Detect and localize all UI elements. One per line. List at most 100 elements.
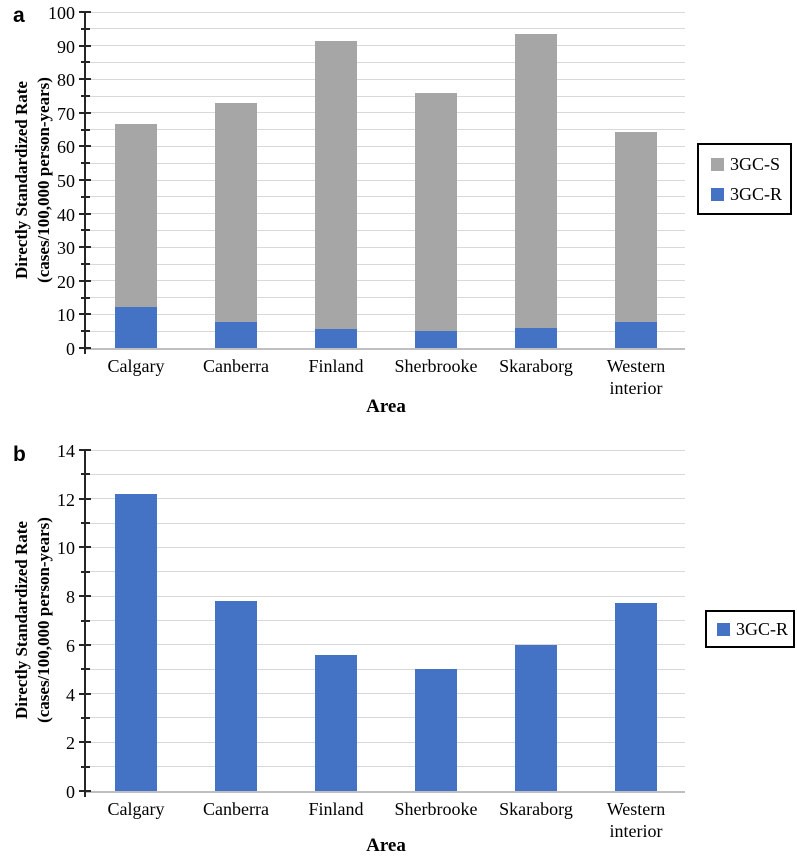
y-axis-tick [79,643,91,646]
y-tick-label: 90 [57,36,75,57]
y-axis-tick [79,11,91,13]
gridline [85,45,685,47]
x-tick-label: Calgary [107,799,165,819]
x-tick-label: Finland [308,799,364,819]
y-tick-label: 6 [66,635,75,656]
y-tick-label: 10 [57,538,75,559]
y-tick-label: 8 [66,587,75,608]
x-tick-label: Sherbrooke [394,799,478,819]
gridline [85,213,685,215]
y-axis-tick [80,229,90,232]
y-tick-label: 0 [66,339,75,359]
y-axis-tick [80,473,90,476]
legend-b: 3GC-R [705,610,795,648]
bar-3gc-s-canberra [215,103,257,322]
plot-area-a: Calgary Canberra Finland Sherbrooke Skarabor… [48,3,685,398]
x-tick-label: Finland [308,356,364,376]
gridline [85,95,685,97]
gridline [85,297,685,299]
y-axis-tick [79,313,91,316]
x-axis-title-b: Area [366,835,406,856]
gridline [85,620,685,621]
y-tick-label: 20 [57,271,75,292]
gridline [85,11,685,13]
bar-3gc-r-skaraborg [515,644,557,791]
bar-3gc-s-sherbrooke [415,93,457,332]
gridline [85,473,685,475]
gridline [85,229,685,231]
legend-item-3gc-s: 3GC-S [711,155,790,173]
y-axis-tick [80,27,90,30]
y-axis-tick [80,162,90,165]
bar-3gc-r-canberra [215,321,257,348]
y-tick-label: 10 [57,305,75,326]
gridline [85,78,685,80]
y-axis-tick [79,347,91,349]
legend-swatch-3gc-s [711,157,724,171]
gridline [85,28,685,30]
y-axis-tick [79,497,91,500]
y-axis-tick [79,44,91,47]
y-tick-label: 80 [57,70,75,91]
gridline [85,498,685,500]
legend-label-3gc-r: 3GC-R [730,184,783,204]
x-tick-label: Canberra [203,799,269,819]
bar-3gc-r-finland [315,329,357,348]
y-axis-tick [79,78,91,81]
y-tick-label: 14 [57,441,75,461]
y-axis-tick [79,212,91,215]
gridline [85,522,685,524]
y-axis-tick [80,570,90,573]
gridline [85,280,685,282]
gridline [85,112,685,114]
gridline [85,546,685,548]
x-tick-label: Calgary [107,356,165,376]
bar-3gc-r-sherbrooke [415,669,457,791]
y-axis-tick [79,595,91,598]
panel-letter-a: a [13,4,25,27]
gridline [85,766,685,768]
x-axis-line [85,790,685,793]
bar-3gc-s-skaraborg [515,33,557,328]
y-axis-tick [80,765,90,768]
gridline [85,196,685,198]
y-axis-tick [79,279,91,282]
gridline [85,449,685,451]
bar-3gc-r-skaraborg [515,327,557,348]
y-axis-tick [79,449,91,451]
legend-a: 3GC-S 3GC-R [697,143,792,215]
x-axis-title-a: Area [366,396,406,417]
legend-label-3gc-s: 3GC-S [730,154,781,174]
gridline [85,330,685,332]
gridline [85,145,685,147]
y-axis-tick [80,330,90,333]
y-tick-label: 70 [57,103,75,124]
y-axis-tick [80,716,90,719]
y-axis-tick [80,296,90,299]
y-axis-tick [80,95,90,97]
gridline [85,571,685,573]
y-axis-tick [80,263,90,265]
gridline [85,246,685,248]
gridline [85,741,685,743]
bar-3gc-r-western-interior [615,322,657,348]
y-tick-label: 50 [57,171,75,191]
panel-letter-b: b [13,443,26,466]
bar-3gc-r-calgary [115,307,157,348]
y-tick-label: 40 [57,204,75,225]
y-axis-tick [79,790,91,792]
x-tick-label: Canberra [203,356,269,376]
legend-swatch-3gc-r [711,187,724,201]
gridline [85,313,685,315]
legend-swatch-3gc-r [717,622,730,636]
y-tick-label: 100 [48,3,75,23]
legend-item-3gc-r: 3GC-R [717,620,793,638]
x-tick-label: Western interior [606,799,666,841]
panel-b: b Directly Standardized Rate (cases/100,… [0,430,797,860]
y-axis-tick [80,128,90,131]
bar-3gc-r-calgary [115,493,157,791]
gridline [85,129,685,131]
y-axis-line [84,11,86,354]
legend-label-3gc-r: 3GC-R [736,619,789,639]
